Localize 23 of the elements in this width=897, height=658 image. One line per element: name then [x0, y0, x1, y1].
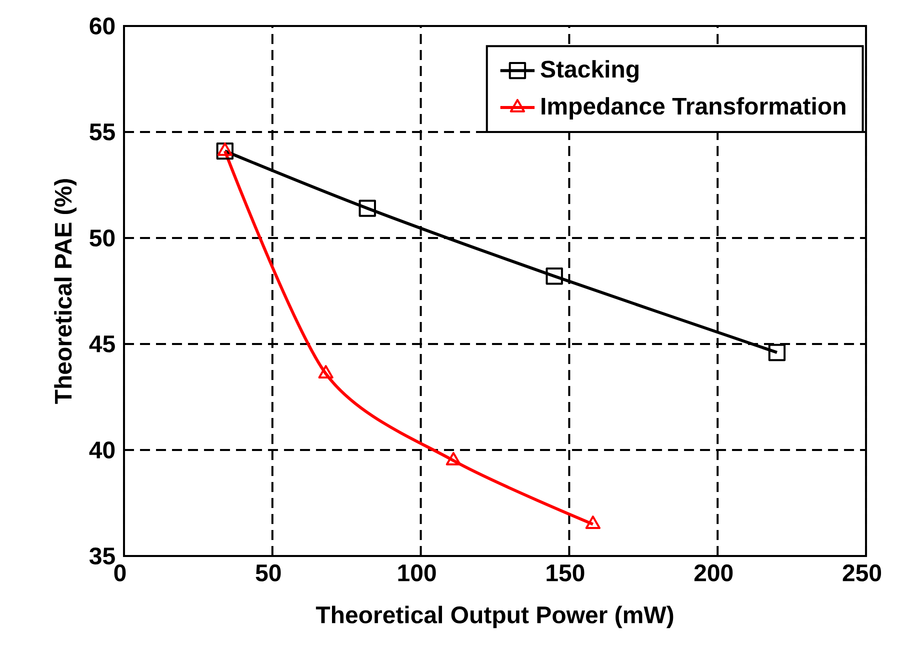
y-tick-label: 35 — [89, 547, 115, 565]
x-tick-label: 150 — [546, 564, 584, 582]
x-tick-label: 0 — [114, 564, 126, 582]
point — [546, 268, 563, 285]
y-tick-label: 45 — [89, 336, 115, 352]
legend-label: Impedance Transformation — [542, 97, 846, 120]
point — [216, 142, 234, 160]
x-tick-label: 200 — [694, 564, 733, 582]
y-tick-label: 55 — [90, 124, 115, 140]
x-tick-label: 100 — [398, 564, 436, 582]
y-axis-title: Theoretical PAE (%) — [54, 179, 77, 404]
y-tick-label: 60 — [90, 18, 115, 34]
x-axis-title: Theoretical Output Power (mW) — [316, 606, 674, 628]
x-tick-label: 50 — [256, 564, 281, 582]
point — [318, 365, 334, 378]
point — [446, 452, 462, 466]
point — [768, 344, 786, 362]
legend-label: Stacking — [540, 60, 638, 83]
point — [358, 200, 376, 217]
x-tick-label: 250 — [842, 564, 882, 582]
point — [585, 516, 601, 529]
y-tick-label: 40 — [89, 442, 115, 458]
y-tick-label: 50 — [90, 230, 115, 246]
